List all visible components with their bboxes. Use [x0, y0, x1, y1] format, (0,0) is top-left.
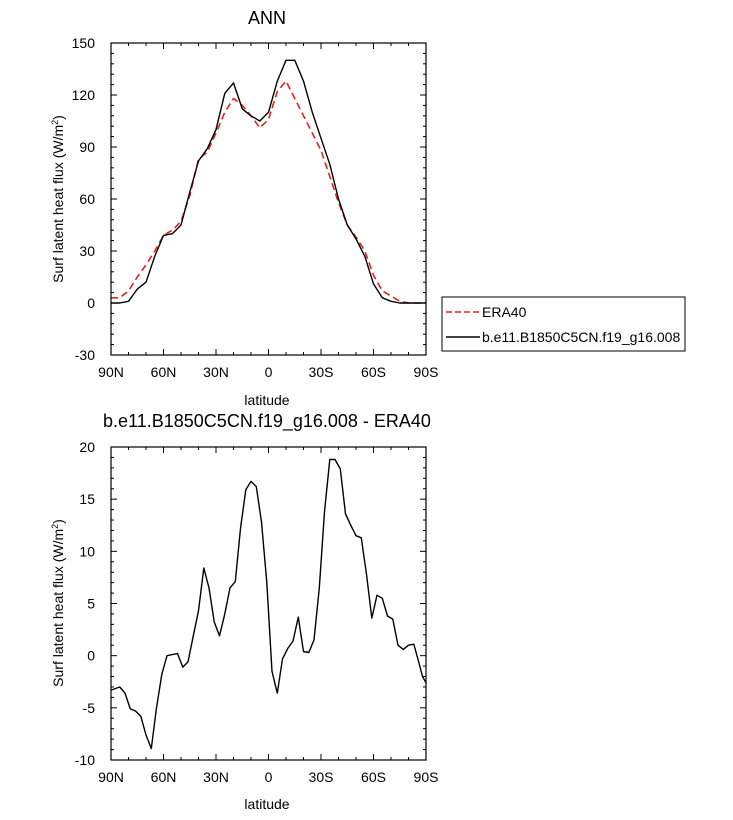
bottom-chart-ticks: 90N 60N 30N 0 30S 60S 90S -10 -5 0 5 10 15 20 [75, 439, 439, 785]
top-y-label-sup: 2 [50, 120, 60, 125]
bottom-y-label-close: ) [50, 519, 66, 524]
bottom-series-line-0 [110, 458, 427, 750]
bottom-y-tick-label: 20 [79, 439, 95, 455]
bottom-y-tick-label: 0 [87, 648, 95, 664]
top-chart-y-axis-label: Surf latent heat flux (W/m2) [50, 115, 66, 283]
bottom-x-tick-label: 60N [151, 769, 177, 785]
top-x-tick-label: 30S [309, 364, 334, 380]
bottom-chart-series-group [110, 458, 427, 750]
top-chart-panel: ANN Surf latent heat flux (W/m2) latitud… [50, 8, 438, 408]
top-y-tick-label: 30 [79, 243, 95, 259]
legend-box [441, 296, 686, 352]
legend-era40-label: ERA40 [482, 304, 527, 320]
top-y-label-main: Surf latent heat flux (W/m [50, 125, 66, 283]
top-chart-frame [110, 42, 427, 356]
top-chart-legend: ERA40 b.e11.B1850C5CN.f19_g16.008 [441, 296, 686, 352]
top-y-tick-label: 90 [79, 139, 95, 155]
top-series-line-0 [111, 80, 426, 304]
top-chart-title: ANN [248, 8, 286, 28]
bottom-y-tick-label: 15 [79, 491, 95, 507]
top-x-tick-label: 30N [203, 364, 229, 380]
top-x-tick-label: 0 [265, 364, 273, 380]
top-chart-x-axis-label: latitude [244, 392, 289, 408]
top-x-tick-label: 60S [361, 364, 386, 380]
bottom-chart-frame [110, 446, 427, 761]
bottom-chart-title: b.e11.B1850C5CN.f19_g16.008 - ERA40 [103, 411, 431, 432]
bottom-x-tick-label: 0 [265, 769, 273, 785]
top-series-line-1 [111, 59, 426, 304]
bottom-y-label-sup: 2 [50, 524, 60, 529]
bottom-x-tick-label: 60S [361, 769, 386, 785]
bottom-y-tick-label: 10 [79, 543, 95, 559]
bottom-y-label-main: Surf latent heat flux (W/m [50, 529, 66, 687]
bottom-y-tick-label: 5 [87, 596, 95, 612]
top-y-tick-label: 120 [72, 87, 96, 103]
bottom-y-tick-label: -10 [75, 752, 95, 768]
top-y-tick-label: 0 [87, 295, 95, 311]
bottom-x-tick-label: 30N [203, 769, 229, 785]
legend-model-label: b.e11.B1850C5CN.f19_g16.008 [482, 329, 680, 345]
top-y-tick-label: 150 [72, 35, 96, 51]
bottom-chart-panel: b.e11.B1850C5CN.f19_g16.008 - ERA40 Surf… [50, 411, 438, 812]
bottom-chart-x-axis-label: latitude [244, 796, 289, 812]
top-chart-series-group [111, 59, 426, 304]
top-chart-ticks: 90N 60N 30N 0 30S 60S 90S -30 0 30 60 90 120 150 [72, 35, 439, 380]
top-x-tick-label: 90N [98, 364, 124, 380]
bottom-chart-y-axis-label: Surf latent heat flux (W/m2) [50, 519, 66, 687]
top-y-label-close: ) [50, 115, 66, 120]
top-x-tick-label: 60N [151, 364, 177, 380]
bottom-y-tick-label: -5 [83, 700, 96, 716]
bottom-x-tick-label: 30S [309, 769, 334, 785]
top-x-tick-label: 90S [414, 364, 439, 380]
top-y-tick-label: 60 [79, 191, 95, 207]
bottom-x-tick-label: 90S [414, 769, 439, 785]
bottom-x-tick-label: 90N [98, 769, 124, 785]
top-y-tick-label: -30 [75, 347, 95, 363]
